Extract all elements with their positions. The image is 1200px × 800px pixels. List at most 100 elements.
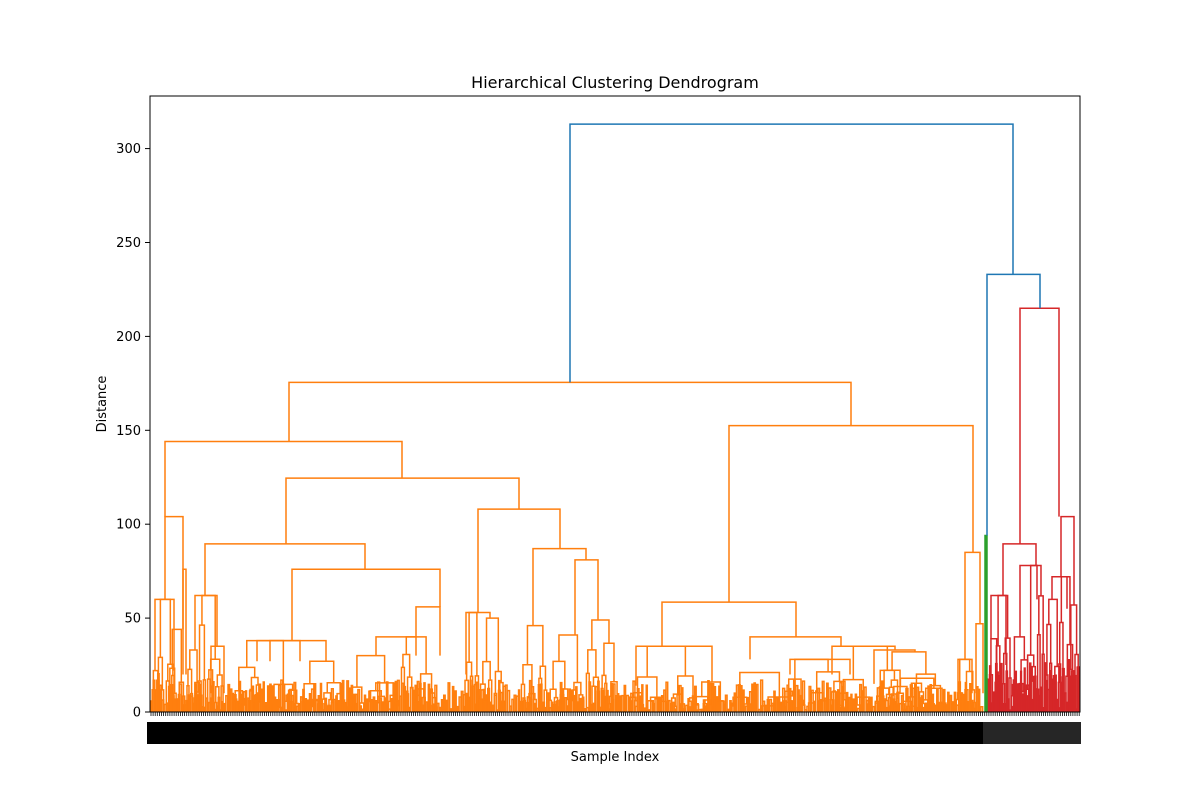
y-tick-label: 300 (116, 142, 141, 157)
dendrogram-link (891, 651, 927, 675)
dendrogram-link (917, 697, 921, 712)
dendrogram-link (777, 696, 781, 712)
dendrogram-link (927, 685, 930, 712)
dendrogram-link (544, 706, 547, 712)
dendrogram-link (210, 645, 225, 694)
dendrogram-link (1060, 515, 1075, 605)
dendrogram-link (645, 684, 649, 712)
dendrogram-link (801, 680, 806, 712)
dendrogram-link (269, 683, 272, 712)
dendrogram-link (293, 681, 297, 712)
dendrogram-link (454, 690, 457, 712)
dendrogram-link (759, 679, 764, 712)
dendrogram-link (423, 704, 427, 712)
dendrogram-link (825, 682, 829, 712)
dendrogram-link (753, 682, 757, 712)
y-axis: 0 50 100 150 200 250 300 (116, 142, 150, 721)
dendrogram-link (854, 693, 858, 712)
chart-title: Hierarchical Clustering Dendrogram (471, 73, 759, 92)
dendrogram-link (217, 696, 221, 712)
y-tick-label: 0 (133, 706, 141, 721)
dendrogram-link (635, 645, 713, 686)
dendrogram-link (194, 594, 218, 651)
y-tick-label: 50 (124, 612, 141, 627)
dendrogram-link (951, 701, 955, 712)
dendrogram-link (227, 683, 231, 712)
dendrogram-link (385, 681, 389, 712)
x-leaf-label-band (147, 722, 983, 744)
dendrogram-link (456, 705, 460, 712)
dendrogram-link (975, 622, 984, 694)
dendrogram-link (670, 703, 674, 712)
dendrogram-link (740, 684, 743, 712)
dendrogram-link (665, 681, 669, 712)
dendrogram-link (266, 685, 270, 712)
dendrogram-link (517, 689, 521, 712)
dendrogram-link (558, 634, 579, 683)
dendrogram-link (1023, 667, 1026, 712)
dendrogram-link (643, 707, 646, 712)
dendrogram-link (526, 701, 529, 712)
dendrogram-link (309, 660, 335, 684)
dendrogram-link (262, 681, 265, 712)
dendrogram-link (449, 708, 453, 712)
dendrogram-link (773, 690, 776, 712)
dendrogram-link (947, 691, 950, 712)
dendrogram-link (440, 699, 444, 712)
x-axis-label: Sample Index (571, 750, 660, 765)
dendrogram-link (755, 683, 759, 712)
dendrogram-link (1017, 689, 1021, 712)
y-tick-label: 100 (116, 518, 141, 533)
dendrogram-link (977, 688, 981, 712)
dendrogram-link (415, 606, 441, 656)
dendrogram-link (256, 639, 301, 662)
dendrogram-link (987, 678, 990, 712)
dendrogram-link (1051, 576, 1068, 609)
dendrogram-link (990, 594, 1007, 666)
dendrogram-link (733, 692, 737, 712)
dendrogram-link (164, 440, 403, 517)
dendrogram-link (156, 672, 160, 712)
dendrogram-link (438, 706, 442, 712)
dendrogram-link (863, 686, 867, 712)
dendrogram-link (850, 693, 853, 712)
dendrogram-link (1048, 598, 1058, 667)
dendrogram-link (994, 662, 998, 712)
dendrogram-link (321, 702, 324, 712)
dendrogram-link (656, 696, 660, 712)
dendrogram-link (623, 684, 627, 712)
dendrogram-link (1005, 670, 1009, 712)
dendrogram-link (182, 568, 187, 675)
dendrogram-link (861, 690, 864, 712)
dendrogram-link (363, 694, 367, 712)
dendrogram-link (1039, 686, 1043, 712)
dendrogram-link (751, 683, 754, 712)
dendrogram-link (701, 681, 722, 702)
dendrogram-link (1021, 693, 1025, 712)
dendrogram-link (519, 700, 523, 712)
dendrogram-link (244, 690, 248, 712)
dendrogram-link (451, 685, 455, 712)
dendrogram-link (485, 617, 500, 672)
dendrogram-link (1073, 674, 1077, 712)
dendrogram-link (779, 701, 783, 712)
dendrogram-link (372, 696, 376, 712)
dendrogram-link (171, 628, 183, 683)
dendrogram-link (619, 695, 622, 712)
dendrogram-link (1033, 675, 1037, 712)
dendrogram-link (938, 702, 941, 712)
dendrogram-link (591, 619, 610, 650)
dendrogram-link (873, 649, 916, 684)
dendrogram-link (980, 706, 984, 712)
dendrogram-link (319, 682, 323, 712)
y-tick-label: 250 (116, 236, 141, 251)
dendrogram-link (577, 701, 581, 712)
dendrogram-link (271, 685, 274, 712)
dendrogram-link (742, 689, 745, 712)
dendrogram-link (569, 123, 1014, 383)
plot-area (150, 123, 1080, 712)
dendrogram-link (984, 534, 988, 712)
dendrogram-link (189, 649, 198, 683)
dendrogram-link (746, 696, 750, 712)
